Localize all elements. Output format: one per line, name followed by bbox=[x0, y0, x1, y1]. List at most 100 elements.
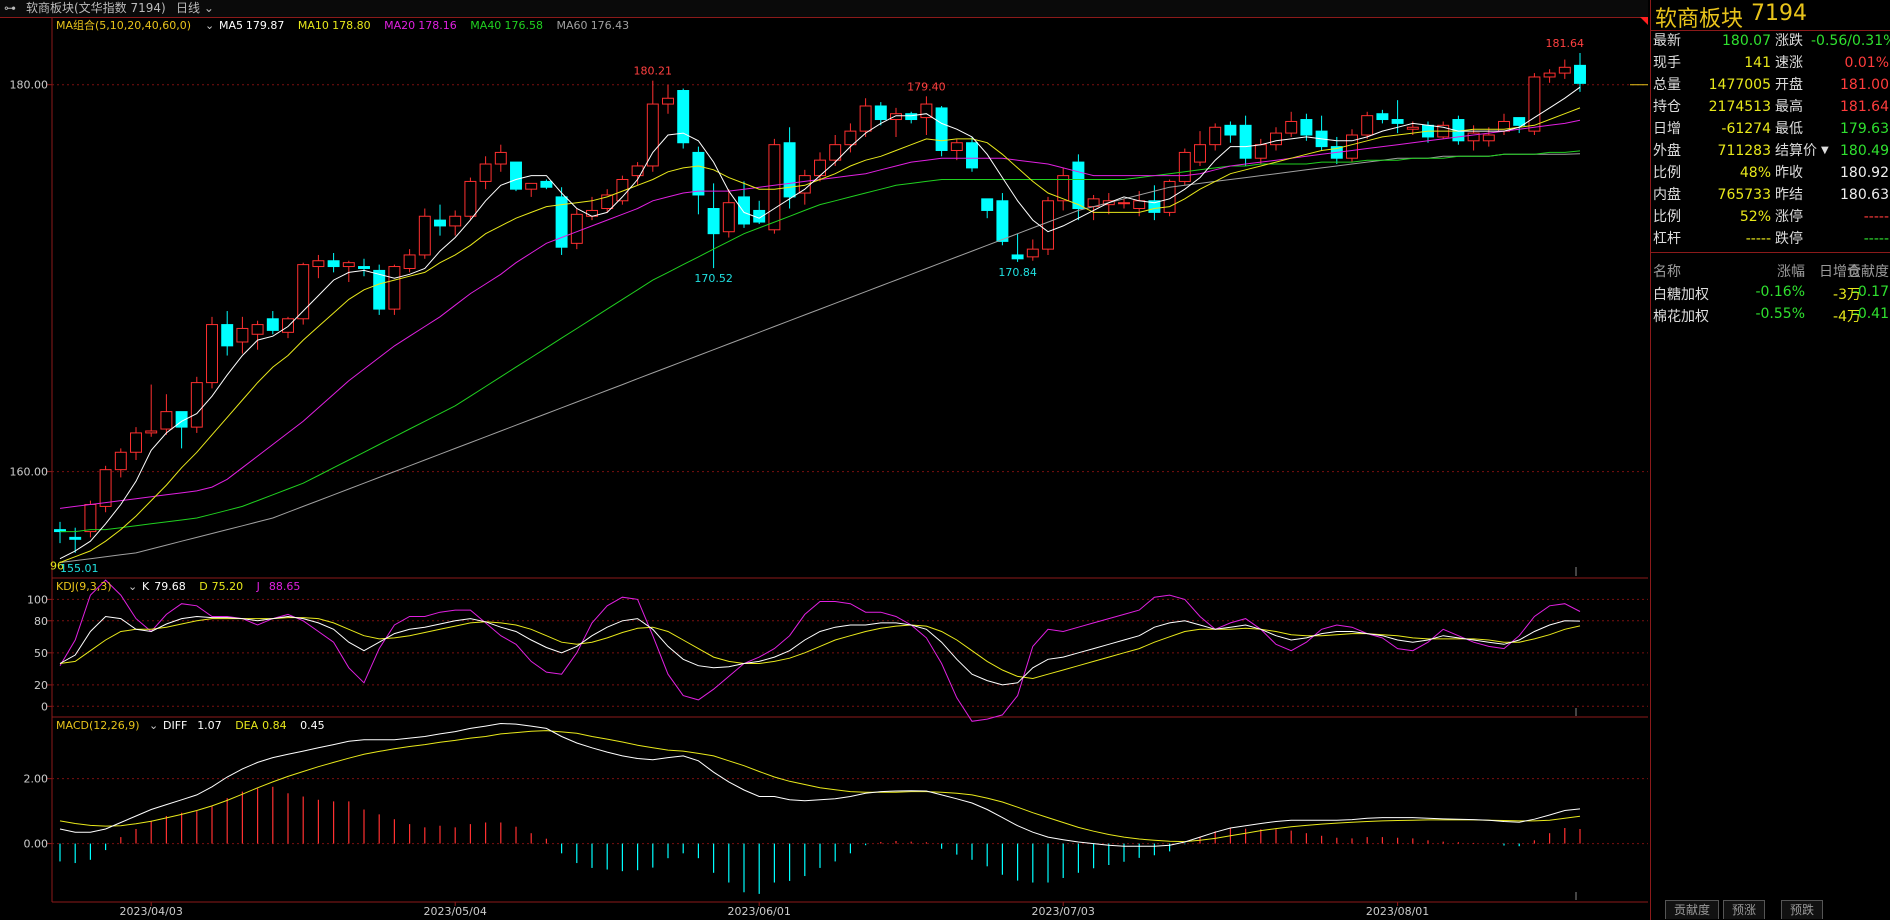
candle-body bbox=[1574, 64, 1586, 84]
quote-row: 总量 1477005 开盘 181.00 bbox=[1651, 74, 1890, 96]
ma60-line bbox=[59, 153, 1581, 563]
candle-body bbox=[814, 159, 826, 177]
quote-value: 179.63 bbox=[1840, 121, 1889, 137]
candle-body bbox=[1118, 202, 1130, 205]
candle-body bbox=[1072, 161, 1085, 210]
candle-body bbox=[768, 144, 781, 231]
constituent-change[interactable]: -0.16% bbox=[1755, 284, 1805, 300]
constituent-contrib[interactable]: -0.41 bbox=[1852, 306, 1889, 322]
quote-label: 比例 bbox=[1653, 209, 1681, 225]
kdj-j-line bbox=[59, 579, 1581, 722]
candle-body bbox=[950, 142, 963, 151]
caret-down-icon[interactable]: ▼ bbox=[1821, 145, 1829, 156]
candle-body bbox=[1178, 151, 1191, 182]
y-tick-label: 2.00 bbox=[24, 773, 49, 786]
link-icon: ⊶ bbox=[4, 1, 16, 15]
candle-body bbox=[1346, 134, 1358, 159]
candle-body bbox=[145, 430, 158, 434]
candle-body bbox=[84, 503, 97, 533]
legend-value: 79.68 bbox=[154, 580, 186, 593]
period-selector[interactable]: 日线 ⌄ bbox=[176, 1, 214, 15]
chart-svg[interactable]: 180.00 160.00 100 80 50 20 0 2.00 0.00 2023/04/03… bbox=[0, 0, 1650, 920]
quote-label: 跌停 bbox=[1775, 231, 1803, 247]
candle-body bbox=[434, 219, 446, 227]
candle-body bbox=[1543, 72, 1556, 78]
chart-area[interactable]: ⊶ 软商板块(文华指数 7194) 日线 ⌄ 180.00 160.00 100 80… bbox=[0, 0, 1650, 920]
constituent-contrib[interactable]: -0.17 bbox=[1852, 284, 1889, 300]
chevron-down-icon: ⌄ bbox=[205, 19, 214, 32]
candle-body bbox=[1224, 124, 1237, 136]
quote-value: ----- bbox=[1863, 209, 1889, 225]
candle-body bbox=[190, 382, 203, 428]
quote-value: 180.07 bbox=[1722, 33, 1771, 49]
candle-body bbox=[297, 264, 310, 320]
quote-label: 比例 bbox=[1653, 165, 1681, 181]
y-tick-label: 0.00 bbox=[24, 838, 49, 851]
legend-value: 0.84 bbox=[262, 719, 287, 732]
legend-value: 178.16 bbox=[418, 19, 457, 32]
tab-contrib[interactable]: 贡献度 bbox=[1665, 900, 1720, 919]
candle-body bbox=[540, 180, 553, 188]
price-annotation: 181.64 bbox=[1546, 37, 1585, 50]
candle-body bbox=[510, 161, 522, 190]
quote-label: 内盘 bbox=[1653, 187, 1681, 203]
x-tick-label: 2023/07/03 bbox=[1031, 905, 1094, 918]
quote-value: 180.63 bbox=[1840, 187, 1889, 203]
quote-row: 比例 48% 昨收 180.92 bbox=[1651, 162, 1890, 184]
constituent-name[interactable]: 棉花加权 bbox=[1653, 309, 1709, 325]
candle-body bbox=[692, 151, 705, 196]
x-tick-label: 2023/04/03 bbox=[119, 905, 182, 918]
candle-body bbox=[631, 165, 644, 177]
ma40-line bbox=[60, 150, 1581, 533]
candle-body bbox=[1042, 200, 1054, 250]
indicator-name: MA组合(5,10,20,40,60,0) bbox=[56, 18, 191, 32]
quote-row: 最新 180.07 涨跌 -0.56/0.31% bbox=[1651, 30, 1890, 52]
candle-body bbox=[1011, 254, 1024, 260]
quote-value: 1477005 bbox=[1708, 77, 1771, 93]
candle-body bbox=[282, 318, 294, 333]
title-bar: ⊶ 软商板块(文华指数 7194) 日线 ⌄ bbox=[0, 0, 1648, 18]
legend-value: 88.65 bbox=[269, 580, 301, 593]
tab-rise[interactable]: 预涨 bbox=[1723, 900, 1766, 919]
legend-label: MA5 bbox=[219, 19, 243, 32]
quote-label: 昨结 bbox=[1775, 187, 1803, 203]
candle-body bbox=[69, 536, 82, 540]
candle-body bbox=[1285, 120, 1298, 134]
quote-value: 48% bbox=[1739, 165, 1771, 181]
quote-value: 180.49 bbox=[1840, 143, 1889, 159]
tab-fall[interactable]: 预跌 bbox=[1781, 900, 1824, 919]
candle-body bbox=[1057, 175, 1070, 202]
candle-body bbox=[1300, 119, 1313, 136]
candle-body bbox=[206, 324, 218, 384]
legend-value: 75.20 bbox=[212, 580, 244, 593]
candle-body bbox=[662, 97, 674, 105]
legend-value: 176.43 bbox=[591, 19, 630, 32]
candle-body bbox=[1528, 76, 1541, 132]
divider bbox=[1651, 30, 1890, 31]
kdj-k-line bbox=[59, 615, 1581, 686]
quote-value: 181.00 bbox=[1840, 77, 1889, 93]
instrument-name: 软商板块 bbox=[1655, 7, 1744, 32]
candle-body bbox=[1376, 113, 1389, 121]
candle-body bbox=[707, 208, 720, 235]
candle-body bbox=[373, 269, 386, 310]
constituent-oi[interactable]: -4万 bbox=[1833, 309, 1861, 325]
quote-label: 最低 bbox=[1775, 121, 1803, 137]
quote-value: -61274 bbox=[1721, 121, 1771, 137]
legend-label: J bbox=[256, 580, 260, 593]
price-annotation: 170.52 bbox=[694, 272, 733, 285]
quote-value: -0.56/0.31% bbox=[1811, 33, 1890, 49]
constituent-name[interactable]: 白糖加权 bbox=[1653, 287, 1709, 303]
y-tick-label: 180.00 bbox=[10, 79, 49, 92]
candle-body bbox=[479, 163, 492, 182]
quote-label: 持仓 bbox=[1653, 99, 1681, 115]
quote-value: ----- bbox=[1863, 231, 1889, 247]
candle-body bbox=[874, 105, 887, 121]
price-annotation: 179.40 bbox=[907, 80, 946, 93]
constituent-oi[interactable]: -3万 bbox=[1833, 287, 1861, 303]
quote-value: 711283 bbox=[1717, 143, 1771, 159]
quote-value: ----- bbox=[1745, 231, 1771, 247]
legend-label: MA60 bbox=[557, 19, 588, 32]
constituent-change[interactable]: -0.55% bbox=[1755, 306, 1805, 322]
quote-value: 181.64 bbox=[1840, 99, 1889, 115]
